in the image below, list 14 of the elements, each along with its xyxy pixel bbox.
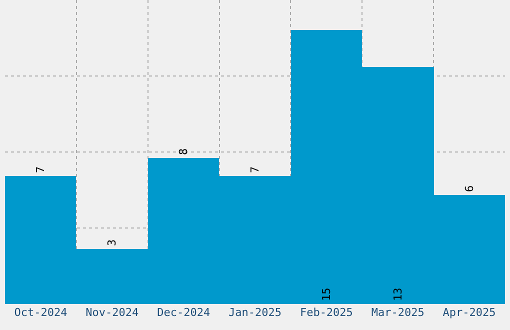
- x-tick-label: Jan-2025: [228, 306, 282, 319]
- x-tick-label: Apr-2025: [442, 306, 496, 319]
- data-label: 7: [248, 166, 262, 173]
- x-tick-label: Feb-2025: [300, 306, 353, 319]
- data-label: 8: [177, 148, 190, 155]
- data-label: 13: [392, 288, 404, 301]
- x-tick-label: Dec-2024: [157, 306, 210, 319]
- x-tick-label: Mar-2025: [371, 306, 424, 319]
- data-label: 6: [463, 185, 476, 192]
- data-label: 7: [34, 166, 47, 173]
- data-label: 15: [320, 288, 333, 301]
- x-tick-label: Oct-2024: [14, 306, 68, 319]
- x-tick-label: Nov-2024: [86, 306, 140, 319]
- data-label: 3: [106, 239, 118, 246]
